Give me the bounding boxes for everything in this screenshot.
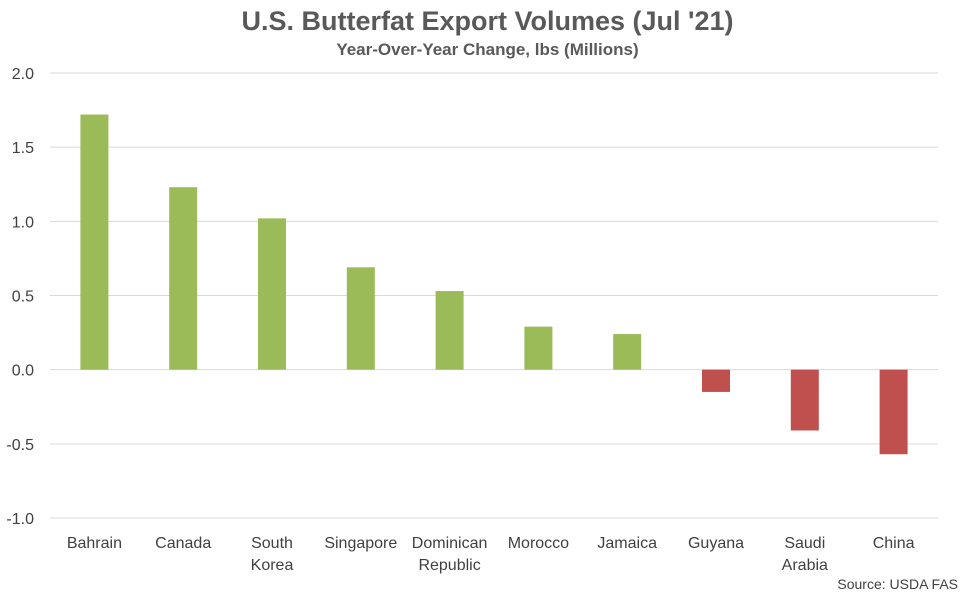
- y-tick-label: 1.0: [12, 214, 34, 231]
- y-tick-label: -0.5: [6, 437, 34, 454]
- bar: [790, 369, 819, 431]
- bar: [346, 267, 375, 370]
- bar: [169, 187, 198, 370]
- bar: [879, 369, 908, 455]
- x-category-label: Jamaica: [597, 535, 657, 552]
- x-category-label: Dominican Republic: [412, 535, 488, 574]
- y-tick-label: 2.0: [12, 66, 34, 83]
- y-tick-label: -1.0: [6, 511, 34, 528]
- y-tick-label: 0.5: [12, 289, 34, 306]
- bar: [435, 291, 464, 370]
- bar: [258, 218, 286, 370]
- x-category-label: Bahrain: [67, 535, 122, 552]
- y-tick-label: 0.0: [12, 363, 34, 380]
- bar: [80, 114, 109, 370]
- bar: [702, 369, 730, 392]
- x-category-label: Guyana: [688, 535, 744, 552]
- bar: [524, 326, 553, 370]
- chart-subtitle: Year-Over-Year Change, lbs (Millions): [336, 40, 639, 59]
- x-category-label: South Korea: [251, 535, 294, 574]
- x-category-label: Canada: [155, 535, 211, 552]
- bar: [613, 334, 642, 370]
- x-category-label: Morocco: [508, 535, 569, 552]
- x-category-label: Singapore: [324, 535, 397, 552]
- x-category-label: China: [873, 535, 915, 552]
- source-note: Source: USDA FAS: [837, 576, 958, 592]
- x-category-label: Saudi Arabia: [782, 535, 828, 574]
- chart-title: U.S. Butterfat Export Volumes (Jul '21): [241, 6, 734, 36]
- y-tick-label: 1.5: [12, 140, 34, 157]
